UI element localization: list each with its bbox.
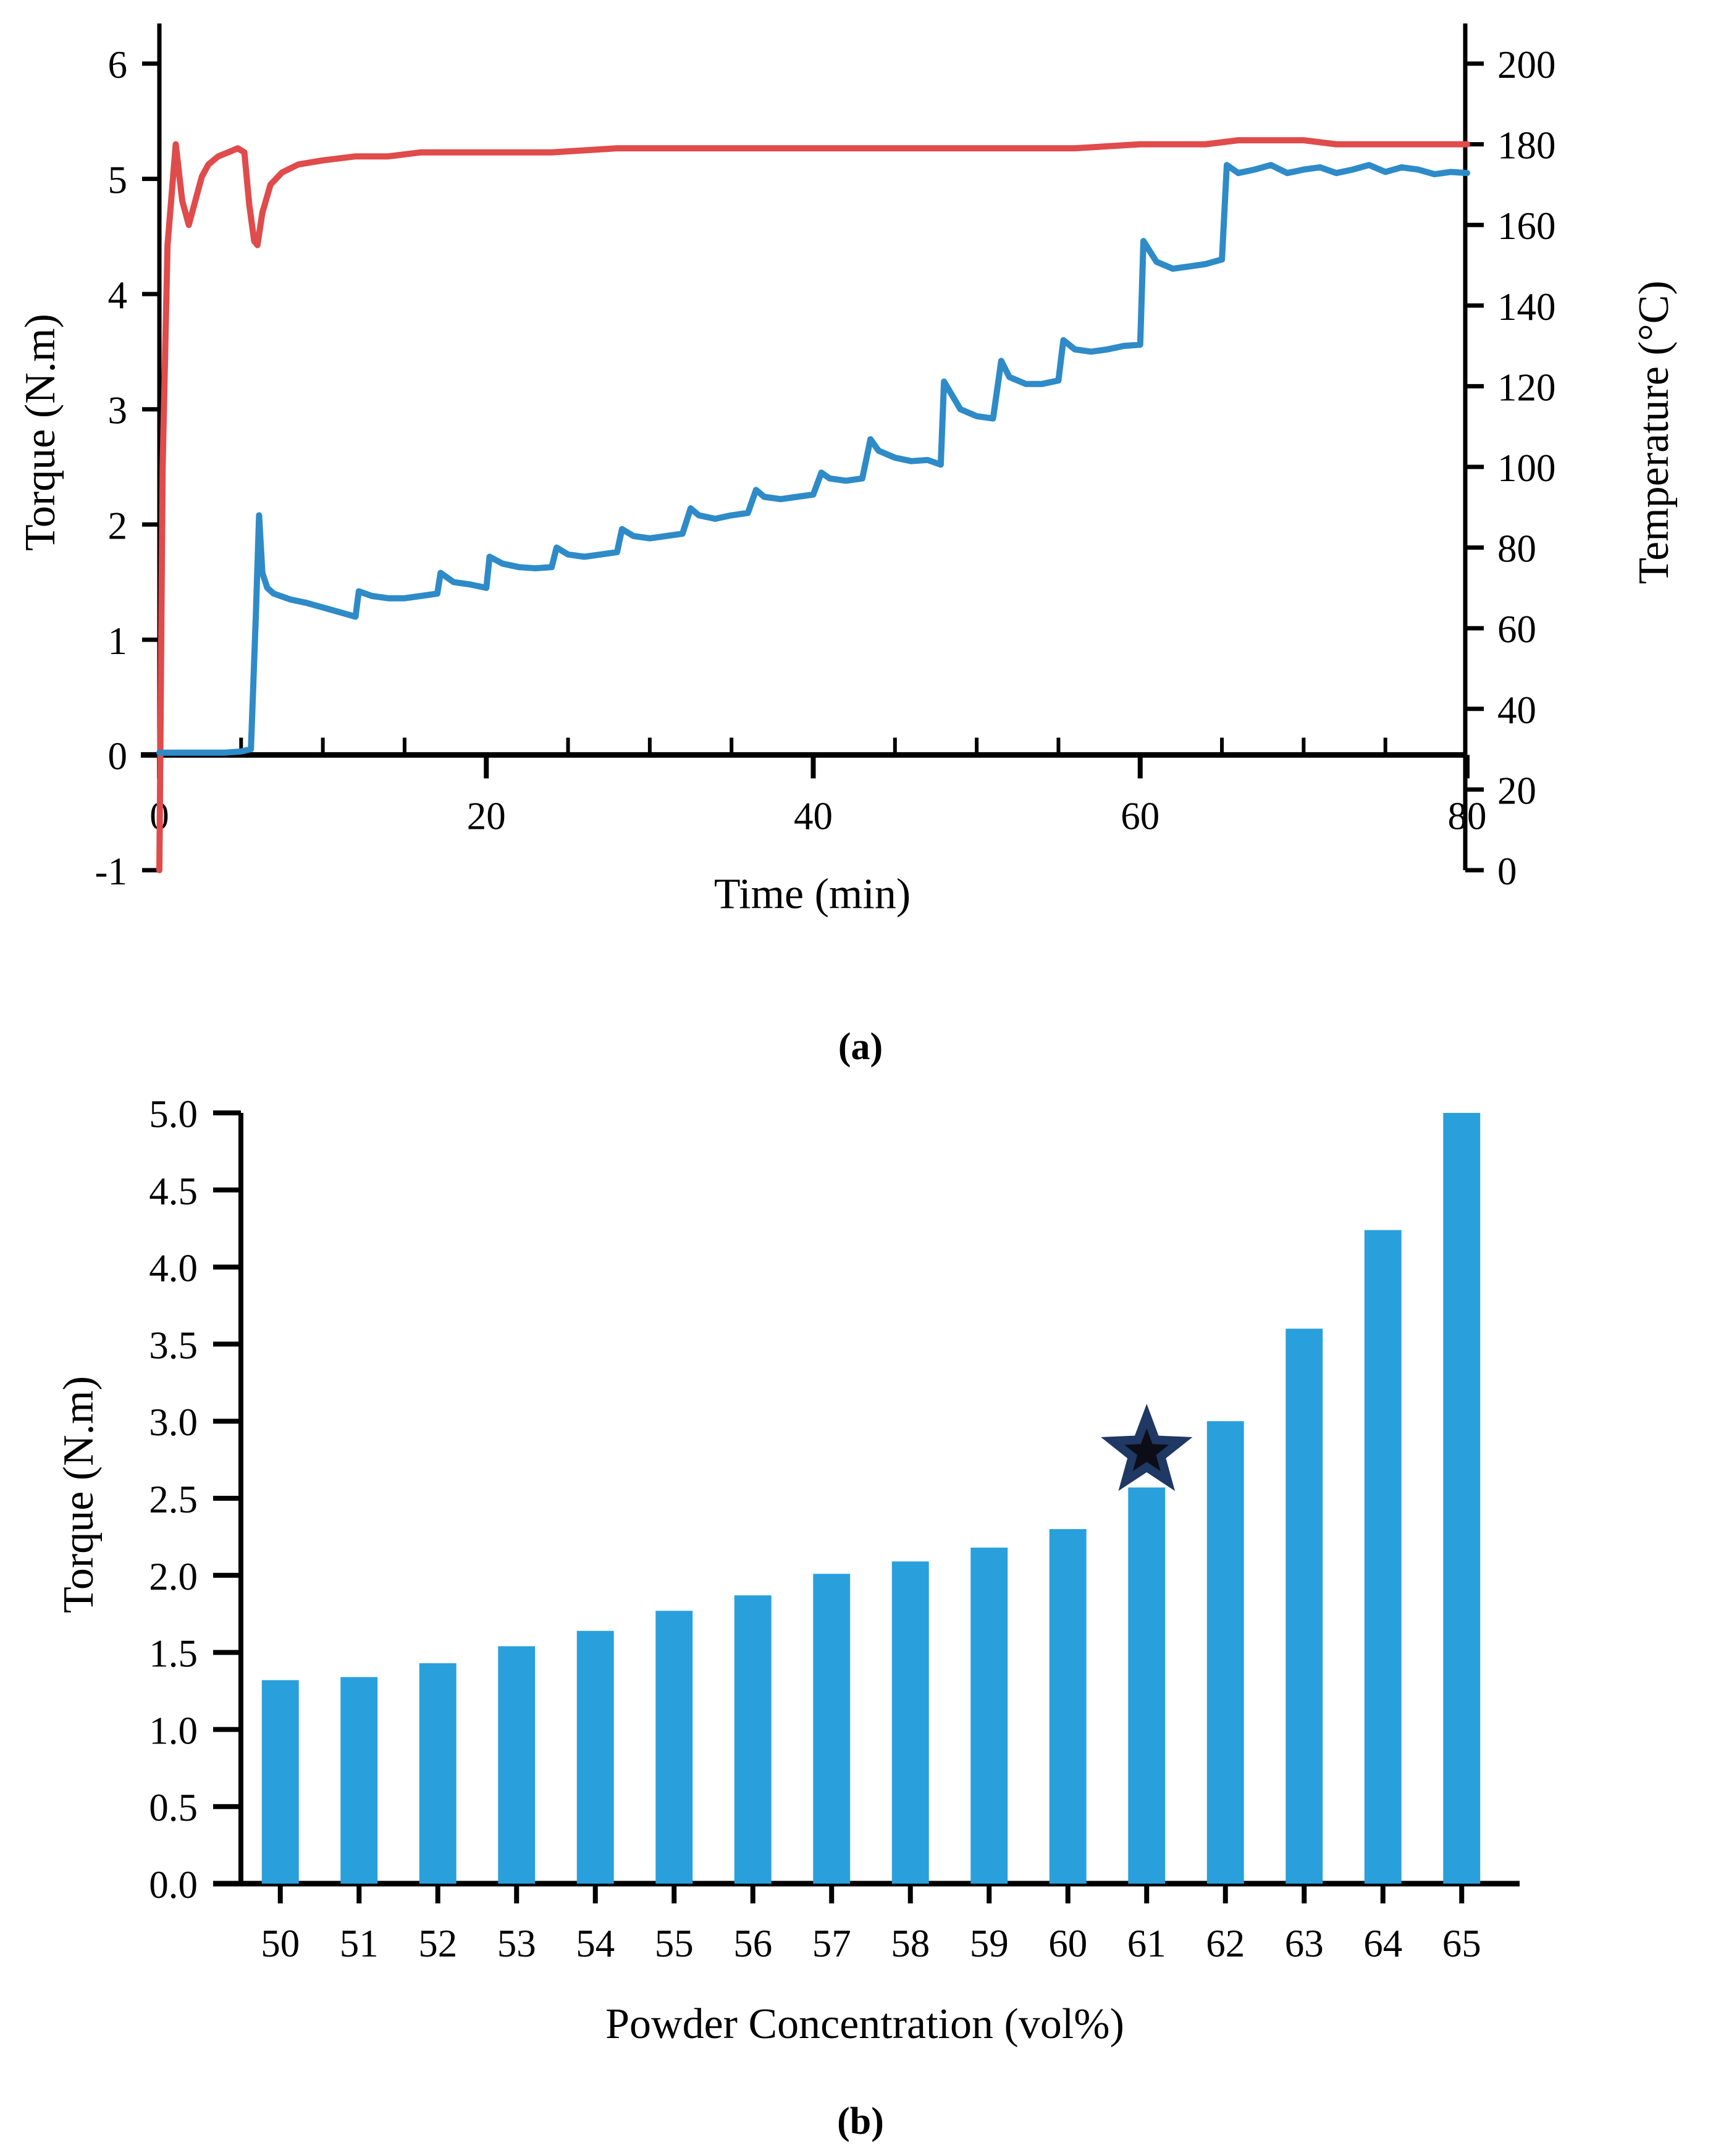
x-axis-tick-label: 58 (891, 1922, 930, 1965)
right-axis-tick-label: 20 (1497, 769, 1536, 812)
y-axis-tick-label: 3.0 (149, 1401, 198, 1444)
bar[interactable] (813, 1574, 851, 1884)
y-axis-tick-label: 0.5 (149, 1786, 198, 1829)
x-axis-tick-label: 20 (467, 794, 506, 837)
star-marker (1101, 1404, 1193, 1491)
x-axis-tick-label: 61 (1127, 1922, 1166, 1965)
right-axis-tick-label: 0 (1497, 850, 1517, 893)
x-axis-tick-label: 56 (733, 1922, 772, 1965)
series-line-torque (156, 162, 1470, 756)
y-axis-tick-label: 1.0 (149, 1709, 198, 1752)
x-axis-tick-label: 55 (655, 1922, 694, 1965)
bar-series (261, 1113, 1481, 1884)
y-axis-tick-label: 2.0 (149, 1555, 198, 1598)
x-axis-tick-label: 51 (340, 1922, 379, 1965)
x-axis-tick-label: 50 (261, 1922, 300, 1965)
bar[interactable] (891, 1561, 929, 1884)
y-axis-tick-label: 1.5 (149, 1632, 198, 1676)
bar[interactable] (1364, 1230, 1402, 1884)
y-axis-tick-label: 4.0 (149, 1247, 198, 1290)
bar[interactable] (655, 1611, 693, 1884)
bar[interactable] (970, 1547, 1008, 1884)
right-axis-tick-label: 40 (1497, 689, 1536, 732)
left-axis-tick-label: 0 (108, 734, 128, 778)
panel-a-xlabel: Time (min) (714, 870, 911, 918)
panel-b-caption: (b) (837, 2100, 884, 2142)
x-axis-tick-label: 53 (497, 1922, 536, 1965)
right-axis-tick-label: 120 (1497, 366, 1556, 409)
x-axis-tick-label: 65 (1442, 1922, 1481, 1965)
y-axis-tick-label: 3.5 (149, 1323, 198, 1367)
right-axis-tick-label: 160 (1497, 204, 1556, 248)
x-axis-tick-label: 64 (1363, 1922, 1402, 1965)
right-axis-tick-label: 80 (1497, 527, 1536, 571)
panel-a-caption: (a) (838, 1026, 883, 1068)
right-axis-tick-label: 60 (1497, 608, 1536, 651)
panel-a-ylabel-left: Torque (N.m) (17, 314, 64, 551)
panel-b-ylabel: Torque (N.m) (55, 1376, 103, 1613)
bar[interactable] (498, 1646, 536, 1884)
x-axis-tick-label: 54 (576, 1922, 615, 1965)
x-axis-tick-label: 57 (812, 1922, 851, 1965)
bar[interactable] (1206, 1421, 1244, 1884)
x-axis-tick-label: 80 (1448, 794, 1487, 837)
x-axis-tick-label: 60 (1121, 794, 1159, 837)
bar[interactable] (576, 1630, 614, 1884)
panel-b-plot: 0.0 0.5 1.0 1.5 2.0 2.5 3.0 3.5 4.0 4.5 5.0 50 51 52 5… (55, 1093, 1520, 2048)
bar[interactable] (1128, 1487, 1166, 1884)
x-axis-tick-label: 59 (970, 1922, 1009, 1965)
left-axis-tick-label: 5 (108, 159, 128, 202)
panel-b-xlabel: Powder Concentration (vol%) (605, 2000, 1124, 2048)
bar[interactable] (1049, 1529, 1087, 1884)
series-line-temperature (156, 137, 1470, 873)
x-axis-tick-label: 40 (794, 794, 833, 837)
left-axis-tick-label: 1 (108, 619, 128, 663)
left-axis-tick-label: 6 (108, 43, 128, 86)
bar[interactable] (340, 1677, 378, 1884)
panel-a-plot: -1 0 1 2 3 4 5 60 20 40 60 80 100 120 140 160 180 200 0 20 4… (17, 23, 1678, 918)
left-axis-tick-label: 2 (108, 504, 128, 547)
left-axis-tick-label: 3 (108, 389, 128, 432)
right-axis-tick-label: 180 (1497, 124, 1556, 167)
right-axis-tick-label: 140 (1497, 285, 1556, 329)
bar[interactable] (734, 1595, 772, 1884)
y-axis-tick-label: 4.5 (149, 1170, 198, 1213)
panel-a-torque-temperature-vs-time: -1 0 1 2 3 4 5 6 0 20 40 60 80 100 120 140 160 180 200 0 20 4… (17, 23, 1678, 1068)
right-axis-tick-label: 100 (1497, 447, 1556, 490)
bar[interactable] (1443, 1113, 1481, 1884)
right-axis-tick-label: 200 (1497, 43, 1556, 86)
bar[interactable] (1285, 1328, 1323, 1884)
panel-b-torque-vs-concentration: 0.0 0.5 1.0 1.5 2.0 2.5 3.0 3.5 4.0 4.5 5.0 50 51 52 5… (0, 1087, 1721, 2156)
bar[interactable] (419, 1663, 457, 1884)
y-axis-tick-label: 0.0 (149, 1863, 198, 1906)
x-axis-tick-label: 60 (1048, 1922, 1087, 1965)
panel-a-ylabel-right: Temperature (°C) (1630, 280, 1678, 584)
left-axis-tick-label: -1 (95, 850, 127, 893)
y-axis-tick-label: 2.5 (149, 1478, 198, 1521)
x-axis-tick-label: 62 (1206, 1922, 1245, 1965)
bar[interactable] (261, 1680, 299, 1884)
panel-a-axes: -1 0 1 2 3 4 5 60 20 40 60 80 100 120 140 160 180 200 0 20 4… (95, 23, 1556, 893)
x-axis-tick-label: 63 (1285, 1922, 1324, 1965)
x-axis-tick-label: 52 (418, 1922, 457, 1965)
left-axis-tick-label: 4 (108, 274, 128, 317)
y-axis-tick-label: 5.0 (149, 1093, 198, 1136)
